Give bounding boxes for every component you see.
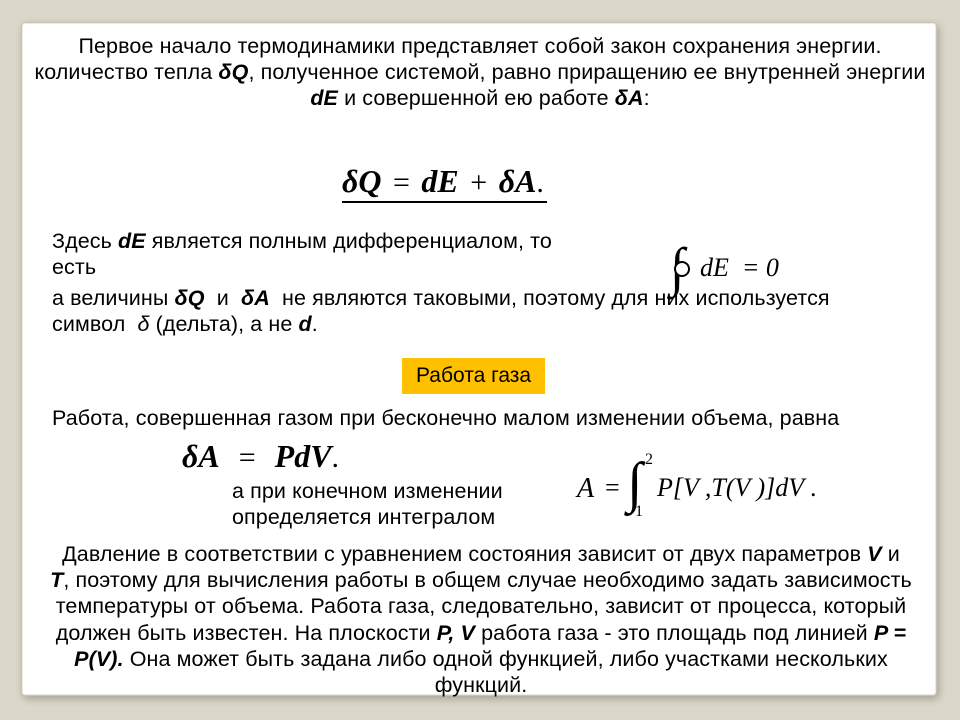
equation-work-integral: A = ∫ 2 1 P[V ,T(V )]dV .: [577, 453, 947, 533]
equation-first-law: δQ = dE + δA.: [342, 163, 642, 213]
delta-symbol-note: а величины δQ и δA не являются таковыми,…: [52, 285, 912, 337]
pressure-paragraph: Давление в соответствии с уравнением сос…: [50, 541, 912, 698]
finite-change-note: а при конечном изменении определяется ин…: [232, 478, 552, 530]
work-infinitesimal-text: Работа, совершенная газом при бесконечно…: [52, 405, 922, 431]
integral-upper-limit: 2: [645, 451, 653, 469]
intro-paragraph: Первое начало термодинамики представляет…: [30, 33, 930, 112]
section-badge: Работа газа: [402, 358, 545, 394]
full-differential-note: Здесь dE является полным дифференциалом,…: [52, 228, 572, 280]
slide-card: Первое начало термодинамики представляет…: [21, 22, 937, 696]
integral-lower-limit: 1: [635, 503, 643, 521]
